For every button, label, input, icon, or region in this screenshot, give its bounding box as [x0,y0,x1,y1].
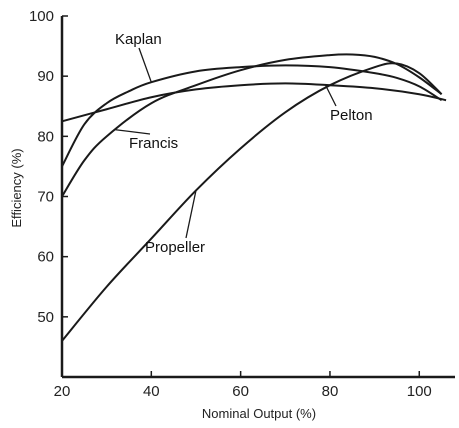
leader-kaplan [138,47,152,83]
ticks: 20 40 60 80 100 50 60 70 80 90 100 [29,8,432,400]
label-propeller: Propeller [145,239,205,256]
series-line-kaplan [61,64,443,167]
y-tick-label: 100 [29,8,54,25]
curves [61,53,447,342]
y-tick-label: 80 [37,128,54,145]
leader-francis [115,129,151,135]
x-tick-label: 100 [407,383,432,400]
label-francis: Francis [129,135,178,152]
series-line-propeller [61,62,443,342]
y-axis-title: Efficiency (%) [9,148,24,227]
label-pelton: Pelton [330,107,373,124]
series-line-pelton [61,82,447,123]
leader-pelton [324,84,337,107]
y-tick-label: 50 [37,309,54,326]
label-kaplan: Kaplan [115,31,162,48]
y-tick-label: 90 [37,68,54,85]
x-axis-title: Nominal Output (%) [202,406,316,421]
label-leaders [115,47,337,239]
y-tick-label: 60 [37,249,54,266]
y-tick-label: 70 [37,189,54,206]
x-tick-label: 20 [54,383,71,400]
x-tick-label: 40 [143,383,160,400]
axes [60,16,455,379]
x-tick-label: 80 [322,383,339,400]
x-tick-label: 60 [232,383,249,400]
leader-propeller [185,190,197,239]
